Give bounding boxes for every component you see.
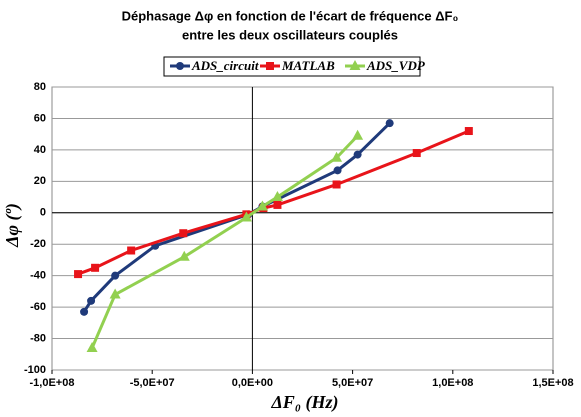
y-tick-label: -40 (30, 270, 46, 282)
data-point (86, 341, 98, 352)
x-tick-label: -1,0E+08 (30, 377, 75, 389)
y-tick-label: -60 (30, 301, 46, 313)
y-tick-label: 20 (34, 175, 46, 187)
data-point (109, 288, 121, 299)
legend-label: MATLAB (281, 58, 335, 73)
data-point (111, 271, 120, 280)
y-tick-label: 40 (34, 144, 46, 156)
x-tick-label: 0,0E+00 (232, 377, 273, 389)
y-tick-label: -80 (30, 332, 46, 344)
y-tick-label: -20 (30, 238, 46, 250)
x-tick-label: 5,0E+07 (332, 377, 373, 389)
data-point (352, 129, 364, 140)
legend-marker (349, 60, 361, 70)
x-tick-label: 1,0E+08 (432, 377, 473, 389)
data-point (80, 307, 89, 316)
data-point (412, 149, 421, 158)
legend-marker (176, 62, 184, 70)
data-point (74, 270, 83, 279)
data-point (179, 229, 188, 238)
y-axis-label: Δφ (º) (2, 203, 23, 248)
x-axis-label: ΔF₀ (Hz) (270, 392, 338, 413)
series-line (90, 134, 359, 349)
data-point (87, 296, 96, 305)
y-tick-label: 0 (40, 207, 46, 219)
y-tick-label: -100 (24, 364, 46, 376)
legend-label: ADS_VDP (366, 58, 426, 73)
data-point (353, 150, 362, 159)
data-point (271, 191, 283, 202)
legend-marker (266, 62, 274, 70)
data-point (91, 263, 100, 272)
data-point (464, 127, 473, 136)
data-point (331, 151, 343, 162)
legend-label: ADS_circuit (191, 58, 259, 73)
data-point (256, 200, 268, 211)
data-point (273, 200, 282, 209)
plot-area (51, 86, 554, 371)
chart-title: Déphasage Δφ en fonction de l'écart de f… (122, 8, 459, 23)
y-tick-label: 60 (34, 112, 46, 124)
data-point (240, 211, 252, 222)
data-point (127, 246, 136, 255)
data-point (178, 250, 190, 261)
x-tick-label: 1,5E+08 (532, 377, 573, 389)
data-point (385, 119, 394, 128)
x-tick-label: -5,0E+07 (130, 377, 175, 389)
data-point (333, 166, 342, 175)
legend (163, 56, 421, 77)
y-tick-label: 80 (34, 81, 46, 93)
data-point (332, 180, 341, 189)
chart-title: entre les deux oscillateurs couplés (182, 27, 398, 42)
